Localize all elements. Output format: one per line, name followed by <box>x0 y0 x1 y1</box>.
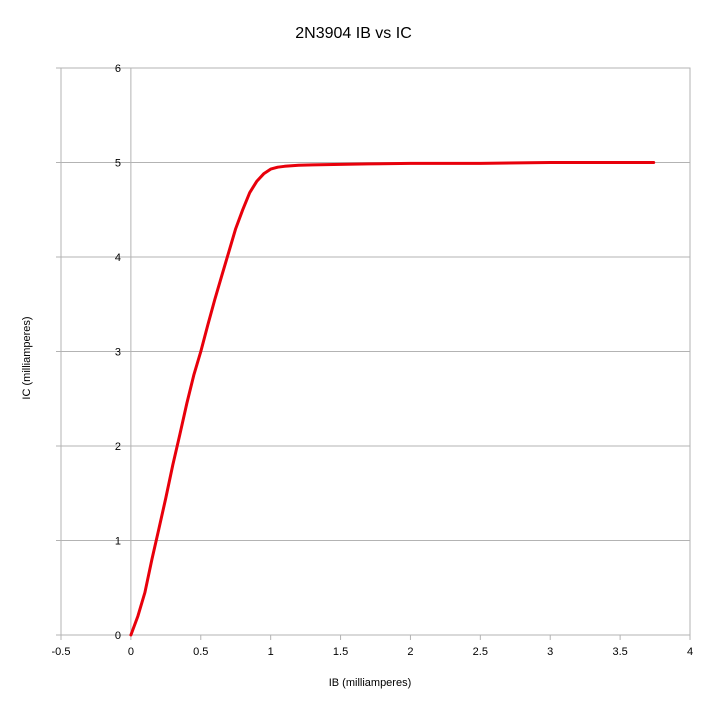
y-tick-label: 4 <box>115 252 121 264</box>
x-tick-label: 2.5 <box>473 646 488 658</box>
x-tick-label: 3.5 <box>612 646 627 658</box>
y-tick-label: 0 <box>115 630 121 642</box>
x-tick-label: 4 <box>687 646 693 658</box>
x-tick-label: 2 <box>407 646 413 658</box>
x-axis-title: IB (milliamperes) <box>329 677 412 689</box>
x-tick-label: 0.5 <box>193 646 208 658</box>
x-tick-label: -0.5 <box>52 646 71 658</box>
y-axis-title: IC (milliamperes) <box>21 316 33 399</box>
y-tick-label: 6 <box>115 63 121 75</box>
axis-layer: 0 1 2 3 4 5 6 -0.5 0 0.5 1 1.5 2 2.5 3 3.5 4 <box>52 63 694 658</box>
y-tick-label: 1 <box>115 536 121 548</box>
x-tick-label: 1 <box>268 646 274 658</box>
x-tick-label: 0 <box>128 646 134 658</box>
series-line-0 <box>129 161 656 637</box>
y-tick-label: 5 <box>115 158 121 170</box>
x-tick-label: 1.5 <box>333 646 348 658</box>
series-layer <box>129 161 656 637</box>
y-tick-label: 2 <box>115 441 121 453</box>
x-tick-label: 3 <box>547 646 553 658</box>
y-tick-label: 3 <box>115 347 121 359</box>
chart-title: 2N3904 IB vs IC <box>295 25 412 42</box>
